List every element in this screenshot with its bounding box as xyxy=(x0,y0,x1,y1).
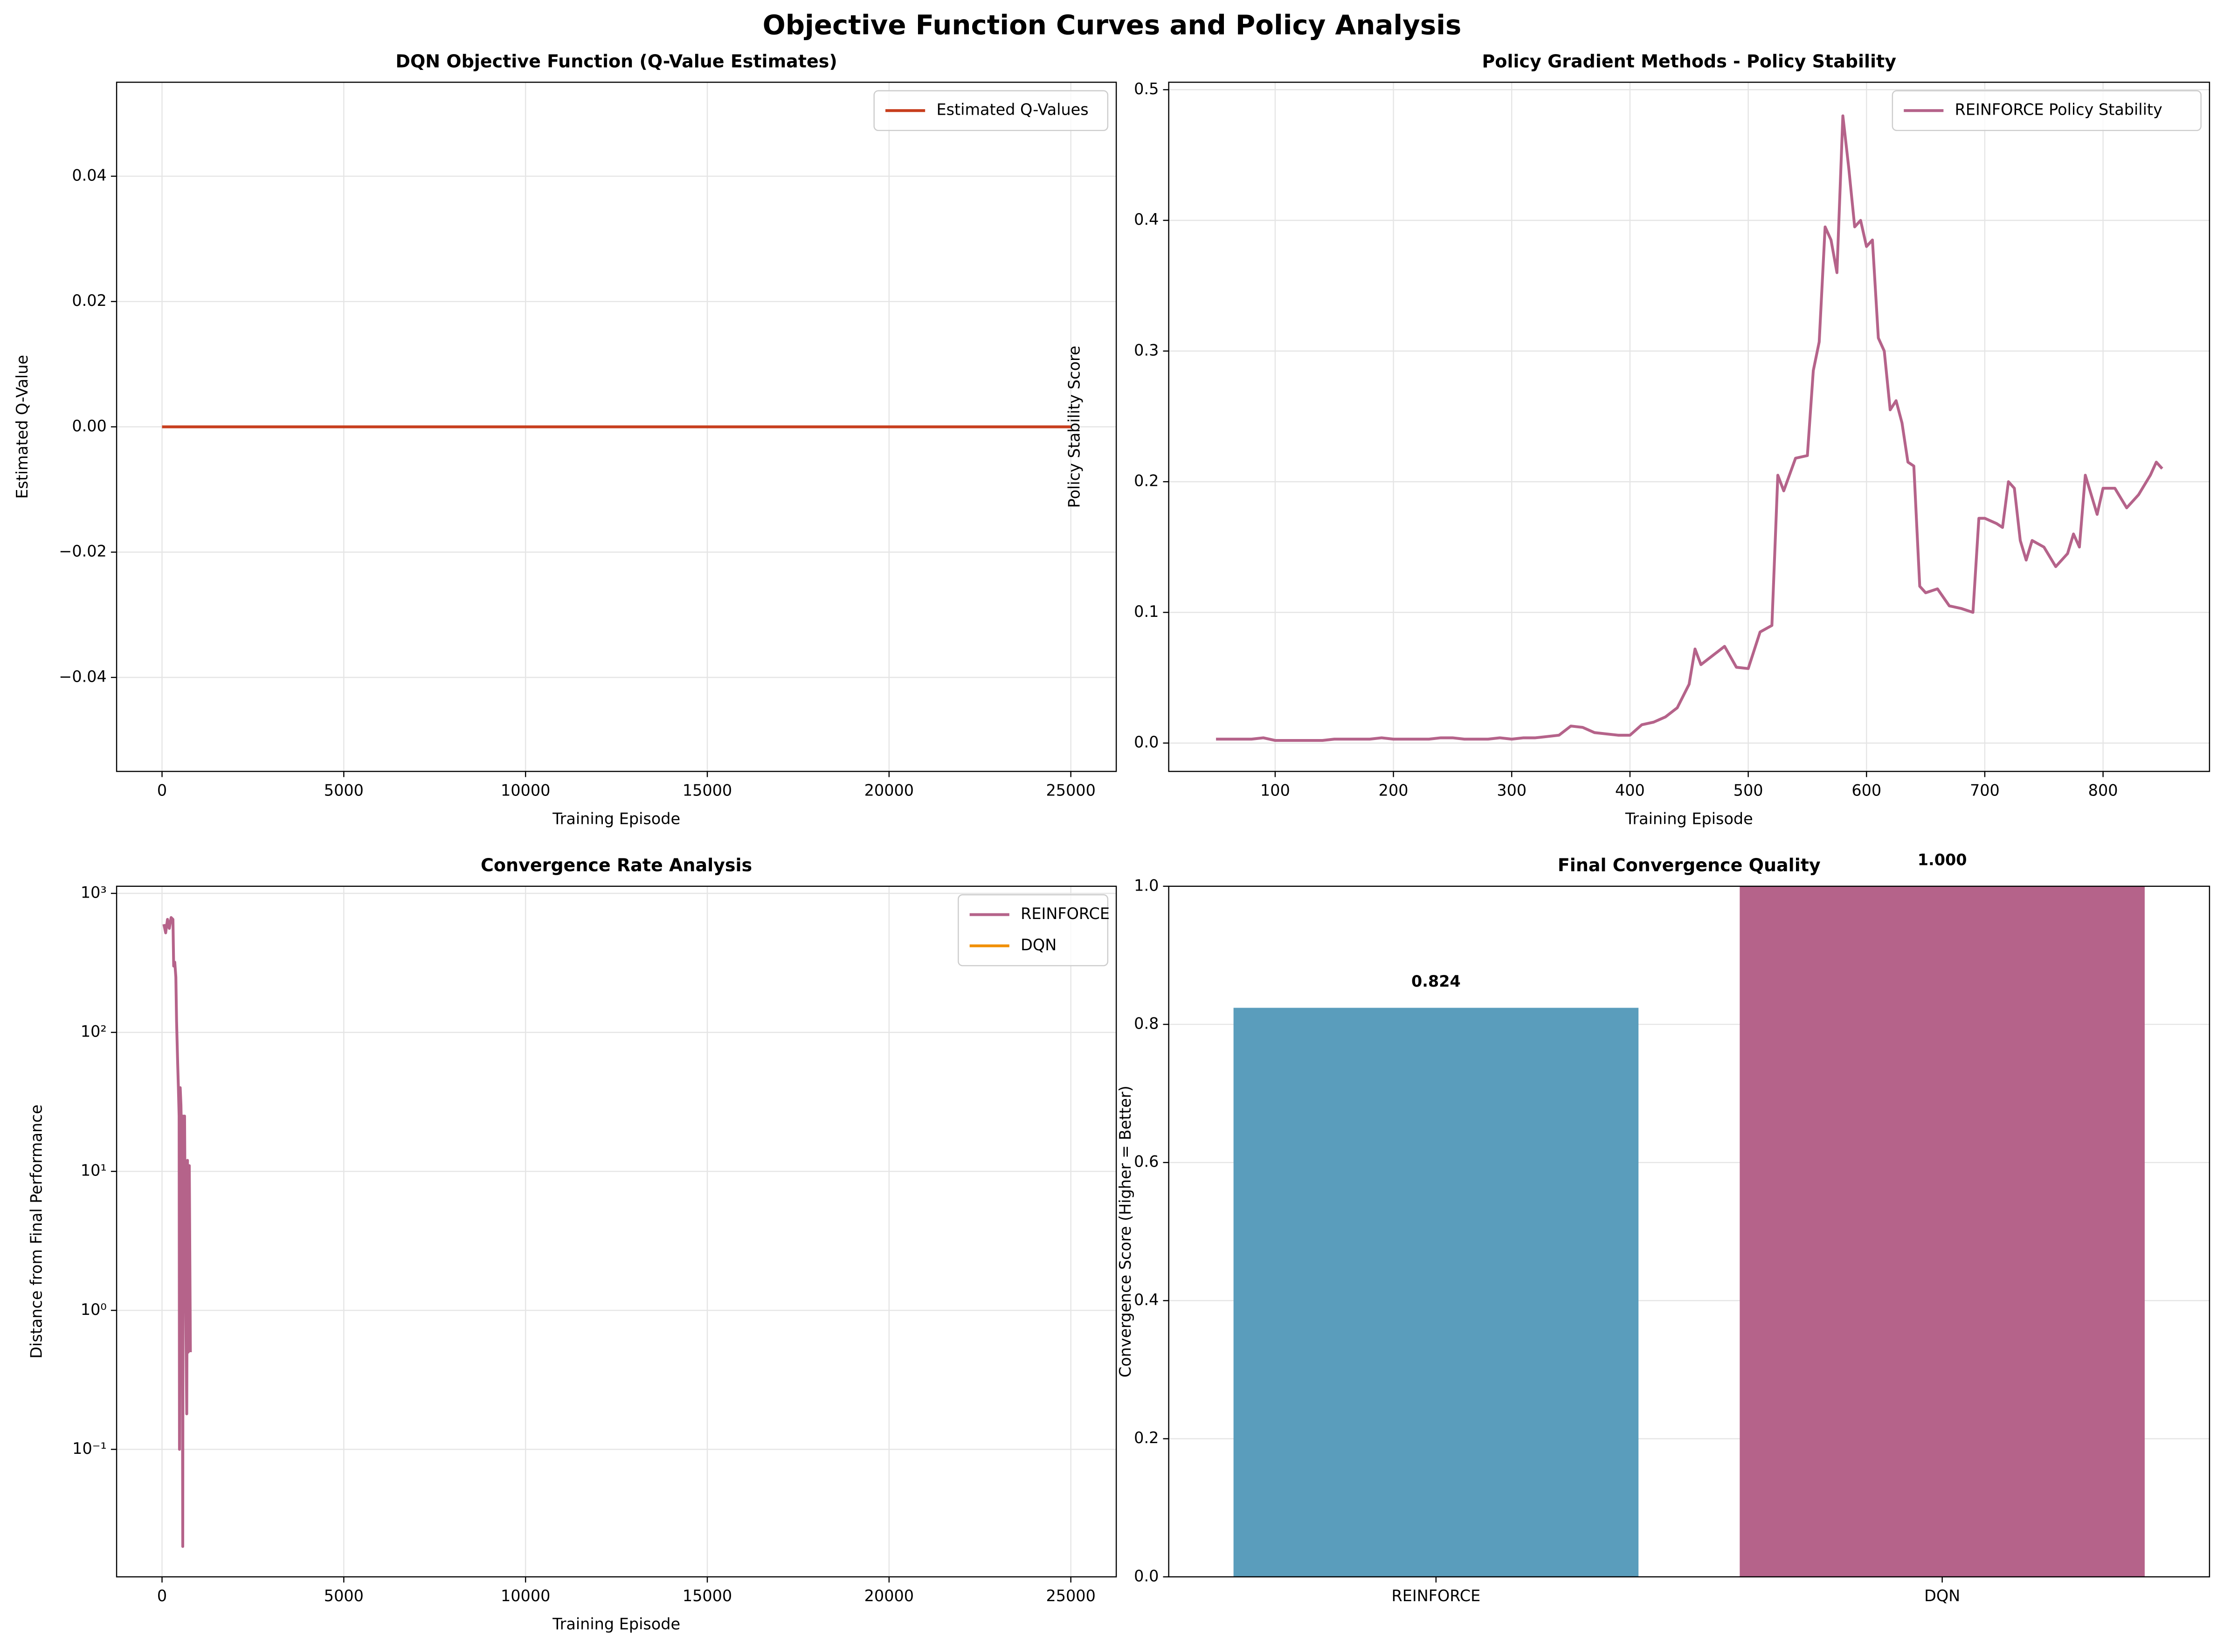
x-tick-label: 5000 xyxy=(324,1587,364,1605)
y-tick-label: 0.4 xyxy=(1134,210,1159,228)
x-tick-label: 100 xyxy=(1260,781,1290,799)
x-tick-label: 10000 xyxy=(501,781,550,799)
y-tick-label: 0.04 xyxy=(72,166,106,184)
x-axis-label: Training Episode xyxy=(1625,809,1753,828)
x-tick-label: 200 xyxy=(1379,781,1409,799)
x-tick-label: 15000 xyxy=(683,1587,732,1605)
y-tick-label: 10¹ xyxy=(81,1161,107,1180)
x-tick-label: 5000 xyxy=(324,781,364,799)
y-tick-label: 0.2 xyxy=(1134,1429,1159,1447)
bar-value-label: 1.000 xyxy=(1918,851,1967,869)
y-tick-label: −0.02 xyxy=(59,542,106,560)
y-tick-label: 0.6 xyxy=(1134,1153,1159,1171)
x-tick-label: 0 xyxy=(157,1587,167,1605)
y-tick-label: 0.0 xyxy=(1134,1567,1159,1585)
legend-label: Estimated Q-Values xyxy=(936,101,1088,119)
y-tick-label: 0.4 xyxy=(1134,1291,1159,1309)
subplot-title: Final Convergence Quality xyxy=(1558,855,1821,876)
y-axis-label: Estimated Q-Value xyxy=(13,355,31,499)
x-tick-label: REINFORCE xyxy=(1391,1587,1480,1605)
subplot: 0.0 0.1 0.2 0.3 0.4 0.5 100 200 300 400 500 600 700 8… xyxy=(1065,51,2210,828)
axes-frame xyxy=(1168,885,2210,1578)
legend-box xyxy=(873,90,1109,131)
y-tick-label: 0.8 xyxy=(1134,1014,1159,1032)
y-tick-label: 10⁻¹ xyxy=(72,1439,107,1458)
x-tick-label: 20000 xyxy=(864,1587,914,1605)
axes-frame xyxy=(116,885,1117,1578)
bar xyxy=(1740,886,2145,1577)
y-tick-label: 10² xyxy=(81,1023,107,1041)
y-tick-label: 0.2 xyxy=(1134,472,1159,490)
legend-label: REINFORCE Policy Stability xyxy=(1955,101,2162,119)
legend-box xyxy=(958,894,1109,967)
subplot-title: Convergence Rate Analysis xyxy=(481,855,752,876)
y-tick-label: 0.3 xyxy=(1134,341,1159,359)
y-tick-label: 1.0 xyxy=(1134,876,1159,894)
subplot: −0.04 −0.02 0.00 0.02 0.04 0 5000 10000 15000 200… xyxy=(13,51,1117,828)
bar-value-label: 0.824 xyxy=(1411,972,1461,990)
x-tick-label: 15000 xyxy=(683,781,732,799)
x-tick-label: DQN xyxy=(1924,1587,1960,1605)
x-tick-label: 300 xyxy=(1497,781,1526,799)
figure-title: Objective Function Curves and Policy Ana… xyxy=(763,9,1462,41)
y-axis-label: Distance from Final Performance xyxy=(27,1105,45,1359)
x-tick-label: 600 xyxy=(1851,781,1881,799)
bar xyxy=(1233,1008,1639,1577)
x-tick-label: 400 xyxy=(1615,781,1645,799)
x-tick-label: 800 xyxy=(2088,781,2118,799)
legend-label: DQN xyxy=(1021,936,1057,954)
axes-frame xyxy=(1168,82,2210,772)
y-tick-label: 10³ xyxy=(81,883,107,901)
y-tick-label: 0.02 xyxy=(72,291,106,310)
x-tick-label: 20000 xyxy=(864,781,914,799)
y-tick-label: 0.00 xyxy=(72,417,106,435)
y-tick-label: 0.5 xyxy=(1134,80,1159,98)
data-line xyxy=(162,916,192,1548)
x-tick-label: 25000 xyxy=(1046,1587,1095,1605)
x-tick-label: 10000 xyxy=(501,1587,550,1605)
subplot: 10⁻¹ 10⁰ 10¹ 10² 10³ 0 5000 10000 15000 20000 2500… xyxy=(27,855,1117,1633)
x-axis-label: Training Episode xyxy=(552,809,680,828)
y-tick-label: 0.1 xyxy=(1134,602,1159,621)
subplot-title: DQN Objective Function (Q-Value Estimate… xyxy=(395,51,837,71)
y-tick-label: −0.04 xyxy=(59,667,106,685)
y-tick-label: 10⁰ xyxy=(81,1300,107,1319)
legend-label: REINFORCE xyxy=(1021,905,1110,923)
y-axis-label: Policy Stability Score xyxy=(1065,346,1083,508)
y-tick-label: 0.0 xyxy=(1134,733,1159,751)
x-tick-label: 500 xyxy=(1734,781,1763,799)
legend-box xyxy=(1892,90,2202,131)
y-axis-label: Convergence Score (Higher = Better) xyxy=(1116,1085,1134,1377)
subplot: 0.0 0.2 0.4 0.6 0.8 1.0 Final Convergence Qual… xyxy=(1116,851,2210,1605)
x-tick-label: 700 xyxy=(1970,781,2000,799)
axes-frame xyxy=(116,82,1117,772)
x-tick-label: 25000 xyxy=(1046,781,1095,799)
x-axis-label: Training Episode xyxy=(552,1615,680,1633)
x-tick-label: 0 xyxy=(157,781,167,799)
data-line xyxy=(1216,114,2163,742)
subplot-title: Policy Gradient Methods - Policy Stabili… xyxy=(1482,51,1897,71)
